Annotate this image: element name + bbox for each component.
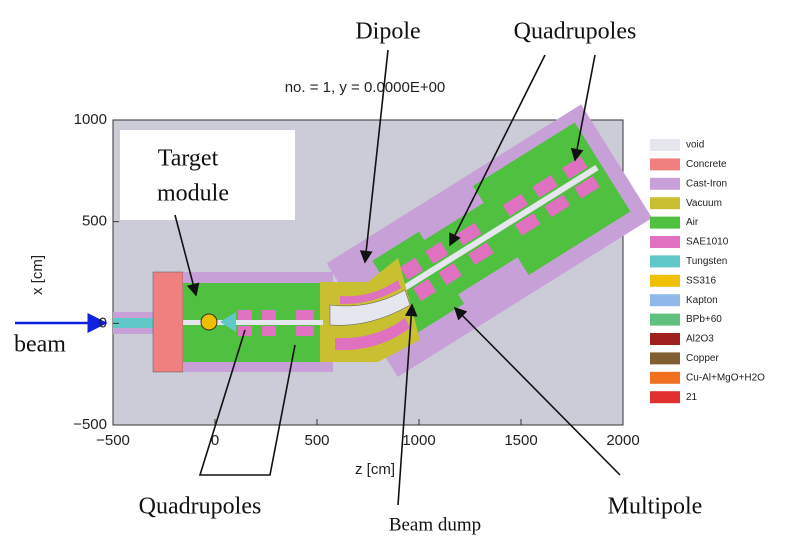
legend-swatch — [650, 236, 680, 248]
legend-swatch — [650, 275, 680, 287]
legend-swatch — [650, 139, 680, 151]
y-tick-label: 1000 — [74, 111, 107, 128]
legend-swatch — [650, 352, 680, 364]
figure: no. = 1, y = 0.0000E+00 z [cm] x [cm] Ta… — [0, 0, 809, 541]
x-tick-label: 1500 — [504, 432, 537, 449]
x-tick-label: 0 — [211, 432, 219, 449]
annotation: Quadrupoles — [139, 494, 262, 520]
legend-label: Copper — [686, 353, 719, 364]
x-axis-label: z [cm] — [355, 461, 395, 478]
legend-label: Kapton — [686, 295, 718, 306]
legend-swatch — [650, 391, 680, 403]
annotation: Dipole — [355, 19, 420, 45]
legend-swatch — [650, 158, 680, 170]
y-tick-label: 0 — [99, 314, 107, 331]
x-tick-label: −500 — [96, 432, 130, 449]
legend-label: Al2O3 — [686, 334, 714, 345]
legend-label: 21 — [686, 392, 698, 403]
legend-swatch — [650, 178, 680, 190]
y-tick-label: 500 — [82, 213, 107, 230]
legend-swatch — [650, 372, 680, 384]
annotation: Multipole — [608, 494, 703, 520]
legend-label: Cast-Iron — [686, 178, 727, 189]
legend-label: void — [686, 140, 704, 151]
annotation: module — [157, 181, 229, 207]
annotation: Quadrupoles — [514, 19, 637, 45]
legend-swatch — [650, 333, 680, 345]
annotation: beam — [14, 332, 66, 358]
y-tick-label: −500 — [73, 416, 107, 433]
header: no. = 1, y = 0.0000E+00 — [285, 79, 446, 96]
legend-label: Tungsten — [686, 256, 727, 267]
x-tick-label: 2000 — [606, 432, 639, 449]
legend-swatch — [650, 217, 680, 229]
legend-label: Cu-Al+MgO+H2O — [686, 372, 765, 383]
y-axis-label: x [cm] — [29, 255, 46, 295]
legend-label: Air — [686, 217, 699, 228]
legend-swatch — [650, 255, 680, 267]
legend-swatch — [650, 314, 680, 326]
legend-label: Concrete — [686, 159, 727, 170]
legend-swatch — [650, 294, 680, 306]
legend-swatch — [650, 197, 680, 209]
annotation: Beam dump — [389, 514, 481, 535]
x-tick-label: 500 — [304, 432, 329, 449]
annotation: Target — [158, 146, 219, 172]
legend-label: BPb+60 — [686, 314, 722, 325]
legend-label: SAE1010 — [686, 237, 729, 248]
legend-label: Vacuum — [686, 198, 722, 209]
legend-label: SS316 — [686, 275, 716, 286]
x-tick-label: 1000 — [402, 432, 435, 449]
